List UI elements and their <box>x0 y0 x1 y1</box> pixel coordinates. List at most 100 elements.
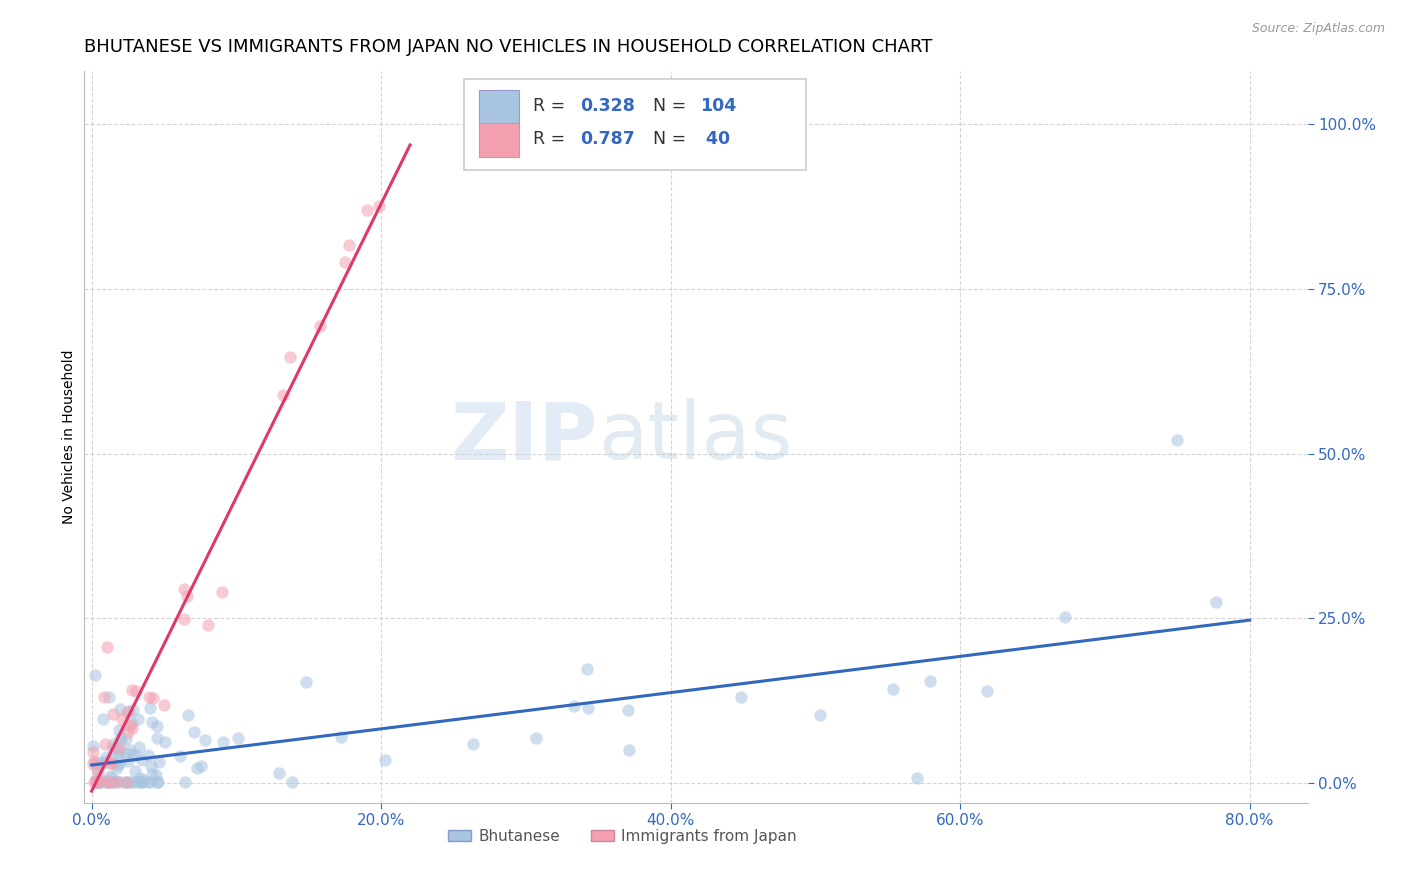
Point <box>138 775 160 789</box>
Point <box>101 738 124 752</box>
Point <box>145 719 167 733</box>
Point <box>83 754 105 768</box>
Point <box>117 705 139 719</box>
Point <box>145 731 167 745</box>
Point <box>905 771 928 785</box>
Point <box>271 388 294 402</box>
Point <box>575 662 598 676</box>
Point <box>136 747 159 762</box>
Point <box>110 775 132 789</box>
Point <box>125 684 148 698</box>
Point <box>82 746 104 760</box>
Point <box>146 775 169 789</box>
Point <box>90 775 112 789</box>
Point <box>93 755 115 769</box>
Point <box>141 766 163 780</box>
Point <box>110 734 132 748</box>
Point <box>101 740 124 755</box>
Point <box>128 771 150 785</box>
Point <box>127 775 149 789</box>
Text: 0.787: 0.787 <box>579 129 634 148</box>
Point <box>114 775 136 789</box>
Point <box>173 612 195 626</box>
Point <box>976 684 998 698</box>
Point <box>146 775 169 789</box>
Point <box>124 764 146 778</box>
Point <box>308 318 330 333</box>
Point <box>576 701 599 715</box>
Point <box>269 765 291 780</box>
Point <box>108 741 131 756</box>
Text: atlas: atlas <box>598 398 793 476</box>
Point <box>141 759 163 773</box>
Point <box>94 775 117 789</box>
Point <box>148 755 170 769</box>
Point <box>115 775 138 789</box>
Point <box>91 712 114 726</box>
Point <box>1053 610 1076 624</box>
Point <box>356 202 378 217</box>
Point <box>808 708 831 723</box>
Point <box>90 756 112 770</box>
Point <box>108 723 131 737</box>
Point <box>111 712 134 726</box>
Point <box>169 749 191 764</box>
Point <box>117 754 139 768</box>
Point <box>129 775 152 789</box>
Point <box>84 756 107 771</box>
Point <box>114 746 136 760</box>
Point <box>96 640 118 655</box>
Point <box>141 714 163 729</box>
Point <box>139 775 162 789</box>
Point <box>617 743 640 757</box>
Point <box>105 774 128 789</box>
Point <box>118 718 141 732</box>
Point <box>89 759 111 773</box>
Point <box>100 775 122 789</box>
Point <box>98 690 121 704</box>
Point <box>121 703 143 717</box>
Point <box>107 748 129 763</box>
Point <box>100 750 122 764</box>
Point <box>89 775 111 789</box>
Point <box>329 730 352 744</box>
Point <box>131 773 153 788</box>
Point <box>129 775 152 789</box>
Point <box>333 255 356 269</box>
Point <box>98 769 121 783</box>
Point <box>368 199 391 213</box>
Point <box>524 731 547 746</box>
Point <box>138 701 160 715</box>
Point <box>1166 434 1188 448</box>
Text: N =: N = <box>654 129 692 148</box>
Point <box>121 683 143 698</box>
Point <box>87 775 110 789</box>
Point <box>93 690 115 705</box>
Point <box>104 775 127 789</box>
Point <box>1205 595 1227 609</box>
Point <box>226 731 249 745</box>
Point <box>84 775 107 789</box>
Text: 104: 104 <box>700 96 735 115</box>
Point <box>121 721 143 735</box>
Point <box>212 735 235 749</box>
Point <box>108 701 131 715</box>
Point <box>211 585 233 599</box>
Point <box>617 703 640 717</box>
Point <box>117 725 139 739</box>
Point <box>100 771 122 785</box>
Point <box>153 735 176 749</box>
Point <box>194 733 217 747</box>
Point <box>183 724 205 739</box>
Point <box>105 757 128 772</box>
Point <box>115 732 138 747</box>
Point <box>564 699 586 714</box>
Text: Source: ZipAtlas.com: Source: ZipAtlas.com <box>1251 22 1385 36</box>
Point <box>131 775 153 789</box>
Point <box>118 775 141 789</box>
Text: BHUTANESE VS IMMIGRANTS FROM JAPAN NO VEHICLES IN HOUSEHOLD CORRELATION CHART: BHUTANESE VS IMMIGRANTS FROM JAPAN NO VE… <box>84 38 932 56</box>
FancyBboxPatch shape <box>464 78 806 170</box>
Point <box>121 716 143 731</box>
Point <box>197 618 219 632</box>
Point <box>93 773 115 788</box>
